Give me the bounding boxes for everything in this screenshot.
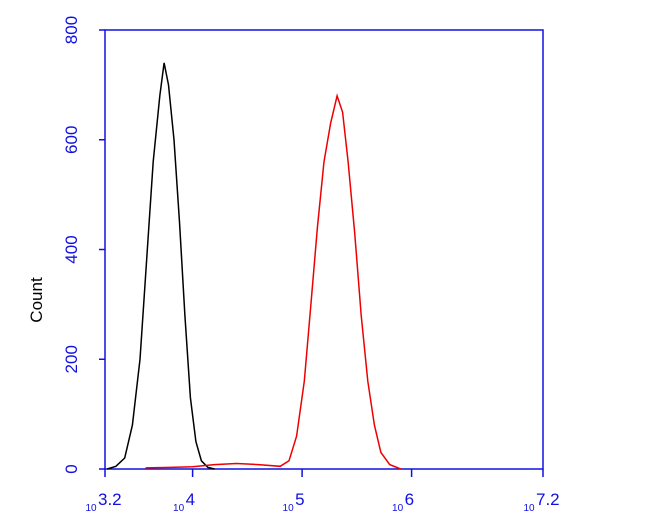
x-tick-label: 4: [186, 490, 195, 509]
x-tick-base: 10: [173, 503, 185, 514]
y-tick-label: 800: [62, 16, 81, 44]
y-tick-label: 200: [62, 345, 81, 373]
x-tick-base: 10: [523, 503, 535, 514]
y-axis-label: Count: [27, 277, 46, 323]
x-tick-label: 5: [295, 490, 304, 509]
x-tick-base: 10: [392, 503, 404, 514]
y-tick-label: 0: [62, 464, 81, 473]
histogram-line: [145, 93, 401, 470]
histogram-line: [106, 62, 215, 470]
x-tick-base: 10: [85, 503, 97, 514]
x-tick-label: 3.2: [98, 490, 122, 509]
y-tick-label: 400: [62, 235, 81, 263]
x-tick-base: 10: [283, 503, 295, 514]
x-tick-label: 6: [405, 490, 414, 509]
y-tick-label: 600: [62, 126, 81, 154]
plot-frame: [104, 29, 544, 470]
x-tick-label: 7.2: [536, 490, 560, 509]
